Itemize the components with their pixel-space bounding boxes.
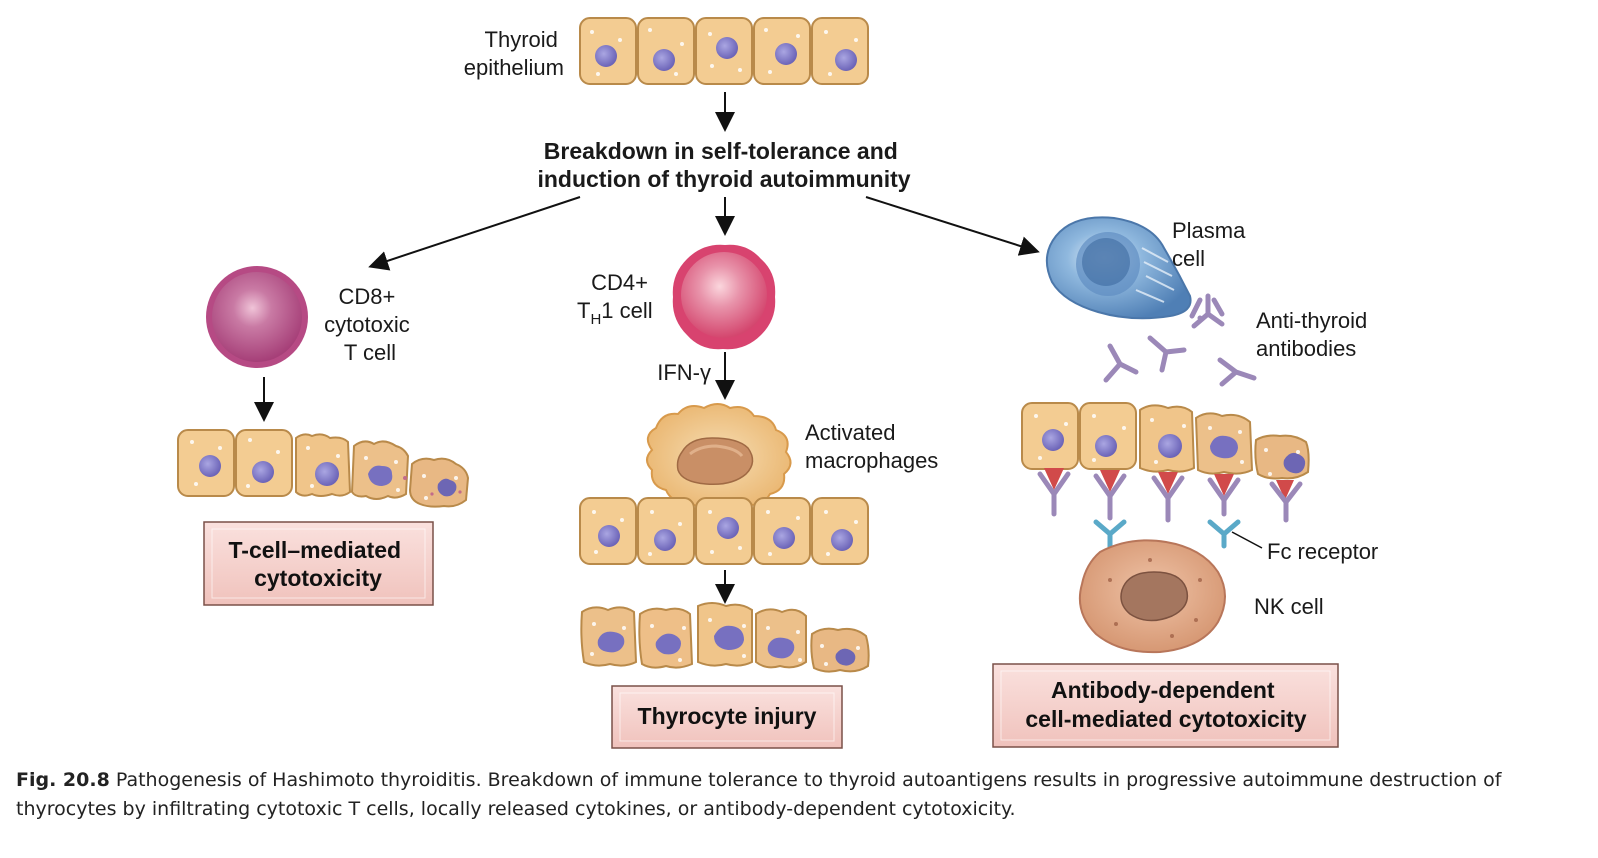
macrophages-label: Activated macrophages [805,420,938,473]
antigen-markers [1044,468,1294,500]
adcc-label: Antibody-dependent cell-mediated cytotox… [1025,677,1306,732]
breakdown-label: Breakdown in self-tolerance and inductio… [537,138,910,192]
thyroid-cell [579,17,637,85]
figure-caption: Fig. 20.8 Pathogenesis of Hashimoto thyr… [16,766,1582,824]
adcc-box: Antibody-dependent cell-mediated cytotox… [992,663,1339,748]
plasma-cell-label: Plasma cell [1172,218,1251,271]
th1-label: TH1 cell [577,298,653,328]
fc-receptor-leader [1231,531,1263,549]
middle-epithelium [579,497,869,565]
antibodies-label: Anti-thyroid antibodies [1256,308,1373,361]
ifn-gamma-label: IFN-γ [657,360,711,385]
bound-antibodies [1037,471,1303,523]
middle-injured-epithelium [580,602,870,673]
left-damaged-epithelium [177,429,470,508]
cd4-th1-cell [672,244,776,350]
anti-thyroid-antibodies [1103,293,1257,387]
cd8-label: CD8+ cytotoxic T cell [324,284,416,365]
fc-receptors [1093,519,1241,551]
arrow-to-plasma [865,196,1040,256]
thyroid-cell [695,17,753,85]
activated-macrophage [646,403,792,510]
caption-text: Pathogenesis of Hashimoto thyroiditis. B… [16,769,1502,820]
right-epithelium [1021,402,1310,480]
nk-cell [1078,539,1226,654]
cd4-label: CD4+ [591,270,648,295]
arrow-to-cd8 [368,196,581,271]
hashimoto-pathogenesis-diagram: Thyroid epithelium Breakdown in self-tol… [177,17,1378,749]
thyrocyte-injury-label: Thyrocyte injury [638,703,817,729]
fc-receptor-label: Fc receptor [1267,539,1378,564]
thyroid-cell [753,17,811,85]
cd8-t-cell [206,266,308,368]
top-epithelium [579,17,869,85]
figure-number: Fig. 20.8 [16,769,110,791]
thyroid-epithelium-label: Thyroid epithelium [464,27,564,80]
tcell-cytotoxicity-box: T-cell–mediated cytotoxicity [203,521,434,606]
thyroid-cell [637,17,695,85]
nk-cell-label: NK cell [1254,594,1324,619]
thyrocyte-injury-box: Thyrocyte injury [611,685,843,749]
plasma-cell [1045,216,1192,320]
thyroid-cell [811,17,869,85]
tcell-cytotoxicity-label: T-cell–mediated cytotoxicity [229,537,408,591]
